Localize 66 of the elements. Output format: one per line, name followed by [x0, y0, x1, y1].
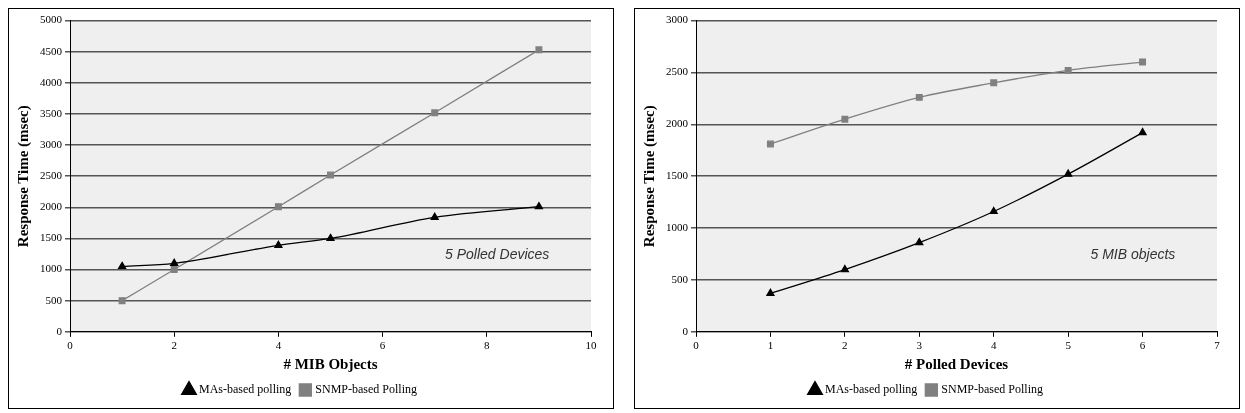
x-tick-label: 4: [990, 339, 997, 352]
annotation: 5 MIB objects: [1090, 246, 1176, 263]
y-tick-label: 1500: [666, 169, 689, 182]
point: [327, 171, 334, 179]
point: [915, 93, 923, 101]
x-tick-label: 3: [916, 339, 923, 352]
legend-label: MAs-based polling: [199, 382, 292, 397]
x-tick-label: 8: [484, 339, 491, 352]
x-axis-title: # Polled Devices: [904, 355, 1009, 372]
y-tick-label: 2500: [40, 169, 63, 182]
y-tick-label: 2000: [40, 200, 63, 213]
point: [118, 297, 126, 305]
y-tick-label: 4000: [40, 75, 63, 88]
point: [431, 109, 439, 117]
x-tick-label: 6: [1139, 339, 1146, 352]
legend-label: SNMP-based Polling: [315, 382, 418, 397]
x-tick-label: 7: [1214, 339, 1221, 352]
y-tick-label: 1500: [40, 231, 63, 244]
point: [326, 233, 335, 242]
point: [535, 46, 543, 54]
x-tick-label: 0: [67, 339, 74, 352]
point: [534, 202, 544, 210]
point: [1064, 169, 1073, 177]
y-axis-title: Response Time (msec): [640, 105, 658, 248]
point: [170, 266, 178, 274]
x-tick-label: 5: [1065, 339, 1072, 352]
x-tick-label: 6: [379, 339, 386, 352]
y-tick-label: 500: [671, 272, 689, 285]
point: [117, 261, 127, 270]
point: [274, 203, 282, 211]
x-tick-label: 4: [275, 339, 282, 352]
y-tick-label: 3000: [666, 13, 689, 26]
y-tick-label: 0: [682, 324, 689, 337]
legend-label: MAs-based polling: [825, 382, 918, 397]
y-tick-label: 2000: [666, 117, 689, 130]
x-axis-title: # MIB Objects: [283, 355, 378, 372]
x-tick-label: 2: [171, 339, 177, 352]
y-tick-label: 500: [45, 293, 63, 306]
y-tick-label: 1000: [40, 262, 63, 275]
point: [1139, 58, 1147, 66]
point: [840, 264, 849, 273]
point: [915, 237, 924, 246]
point: [170, 258, 179, 266]
x-tick-label: 2: [842, 339, 848, 352]
y-tick-label: 2500: [666, 65, 689, 78]
point: [274, 240, 283, 248]
y-tick-label: 3500: [40, 106, 63, 119]
y-tick-label: 3000: [40, 137, 63, 150]
y-axis-title: Response Time (msec): [14, 105, 32, 248]
point: [766, 140, 774, 148]
point: [430, 212, 439, 220]
point: [989, 206, 998, 215]
annotation: 5 Polled Devices: [445, 246, 550, 263]
point: [766, 288, 775, 297]
y-tick-label: 5000: [40, 13, 63, 26]
y-tick-label: 1000: [666, 220, 689, 233]
point: [990, 79, 998, 87]
x-tick-label: 10: [585, 339, 597, 352]
x-tick-label: 0: [693, 339, 700, 352]
y-tick-label: 0: [56, 324, 63, 337]
y-tick-label: 4500: [40, 44, 63, 57]
point: [841, 115, 849, 123]
point: [1064, 66, 1072, 74]
legend-label: SNMP-based Polling: [941, 382, 1044, 397]
point: [1138, 127, 1147, 136]
x-tick-label: 1: [767, 339, 774, 352]
